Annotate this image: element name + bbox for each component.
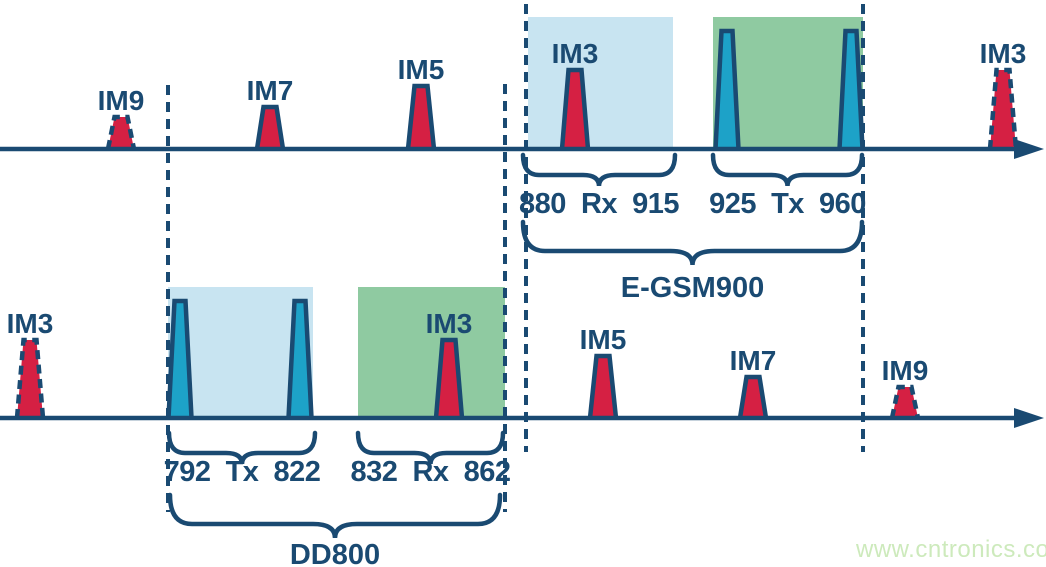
im-peak-label: IM9 [98, 85, 145, 116]
im-peak-label: IM7 [730, 345, 777, 376]
im-peak-im5-outline [405, 83, 437, 150]
band-name-label: DD800 [290, 539, 380, 567]
egsm-tx-carrier-high-outline [837, 28, 865, 150]
band-name-label: E-GSM900 [621, 272, 764, 304]
egsm-tx-carrier-low-outline [713, 28, 741, 150]
dd800-tx-carrier-low-outline [166, 298, 194, 419]
dd800-rx-band [358, 287, 505, 418]
frequency-range-label: 925 Tx 960 [709, 188, 866, 220]
lower-frequency-axis-arrow [1014, 408, 1044, 428]
im-peak-label: IM7 [247, 75, 294, 106]
frequency-range-label: 880 Rx 915 [519, 188, 679, 220]
im-peak-label: IM9 [882, 355, 929, 386]
dd800-tx-carrier-high-outline [286, 298, 314, 419]
im-peak-label: IM3 [7, 308, 54, 339]
range-brace [166, 430, 318, 465]
frequency-range-label: 832 Rx 862 [350, 456, 510, 488]
im-peak-im7-outline [737, 374, 769, 419]
egsm-rx-band [528, 17, 673, 149]
range-brace [355, 430, 506, 465]
im-peak-label: IM3 [552, 38, 599, 69]
im-peak-label: IM3 [426, 308, 473, 339]
im-peak-im3-outline [433, 337, 465, 419]
im-peak-label: IM3 [980, 38, 1027, 69]
im-peak-label: IM5 [580, 324, 627, 355]
im-peak-im9-outline [105, 114, 137, 150]
watermark: www.cntronics.com [856, 536, 1046, 563]
im-peak-im3-outline [987, 67, 1019, 150]
im-peak-im5-outline [587, 353, 619, 419]
range-brace [520, 152, 678, 187]
im-peak-im9-fill [108, 117, 134, 149]
frequency-range-label: 792 Tx 822 [164, 456, 321, 488]
im-peak-im9-outline [889, 384, 921, 419]
im-peak-im3-outline [559, 67, 591, 150]
band-brace [167, 492, 503, 539]
band-brace [520, 219, 865, 266]
range-brace [710, 152, 865, 187]
im-peak-im7-outline [254, 104, 286, 150]
im-peak-label: IM5 [398, 54, 445, 85]
upper-frequency-axis-arrow [1014, 139, 1044, 159]
